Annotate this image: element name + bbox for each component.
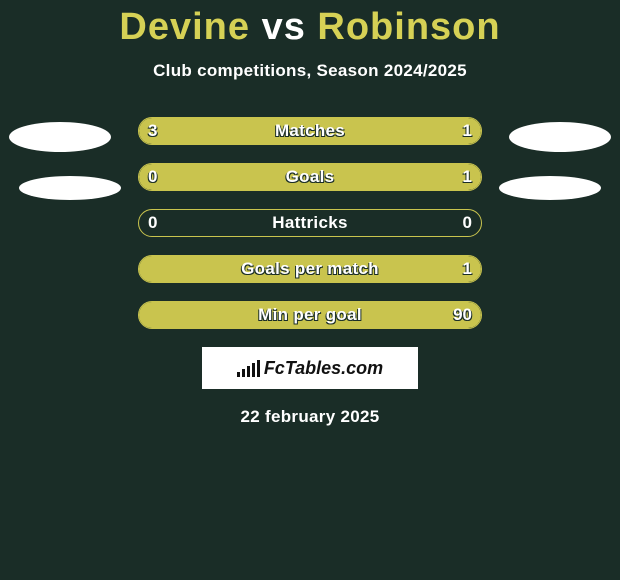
comparison-infographic: Devine vs Robinson Club competitions, Se… xyxy=(0,0,620,580)
bar-right xyxy=(139,256,481,282)
bar-right xyxy=(396,118,482,144)
logo-text: FcTables.com xyxy=(264,358,383,379)
stat-row: 0 Hattricks 0 xyxy=(138,209,482,237)
page-title: Devine vs Robinson xyxy=(0,0,620,49)
subtitle: Club competitions, Season 2024/2025 xyxy=(0,61,620,81)
stat-row: Goals per match 1 xyxy=(138,255,482,283)
title-vs: vs xyxy=(262,6,306,48)
stat-row: Min per goal 90 xyxy=(138,301,482,329)
bar-track xyxy=(138,117,482,145)
logo-box: FcTables.com xyxy=(202,347,418,389)
player2-name: Robinson xyxy=(317,6,500,48)
bar-track xyxy=(138,301,482,329)
date-text: 22 february 2025 xyxy=(0,407,620,427)
bar-left xyxy=(139,164,201,190)
player1-name: Devine xyxy=(119,6,250,48)
bar-track xyxy=(138,163,482,191)
bar-track xyxy=(138,255,482,283)
barchart-icon xyxy=(237,359,260,377)
bar-track xyxy=(138,209,482,237)
stat-row: 0 Goals 1 xyxy=(138,163,482,191)
bar-right xyxy=(201,164,481,190)
stat-row: 3 Matches 1 xyxy=(138,117,482,145)
bar-left xyxy=(139,118,396,144)
bar-right xyxy=(139,302,481,328)
stats-rows: 3 Matches 1 0 Goals 1 0 Hattricks 0 xyxy=(0,117,620,329)
